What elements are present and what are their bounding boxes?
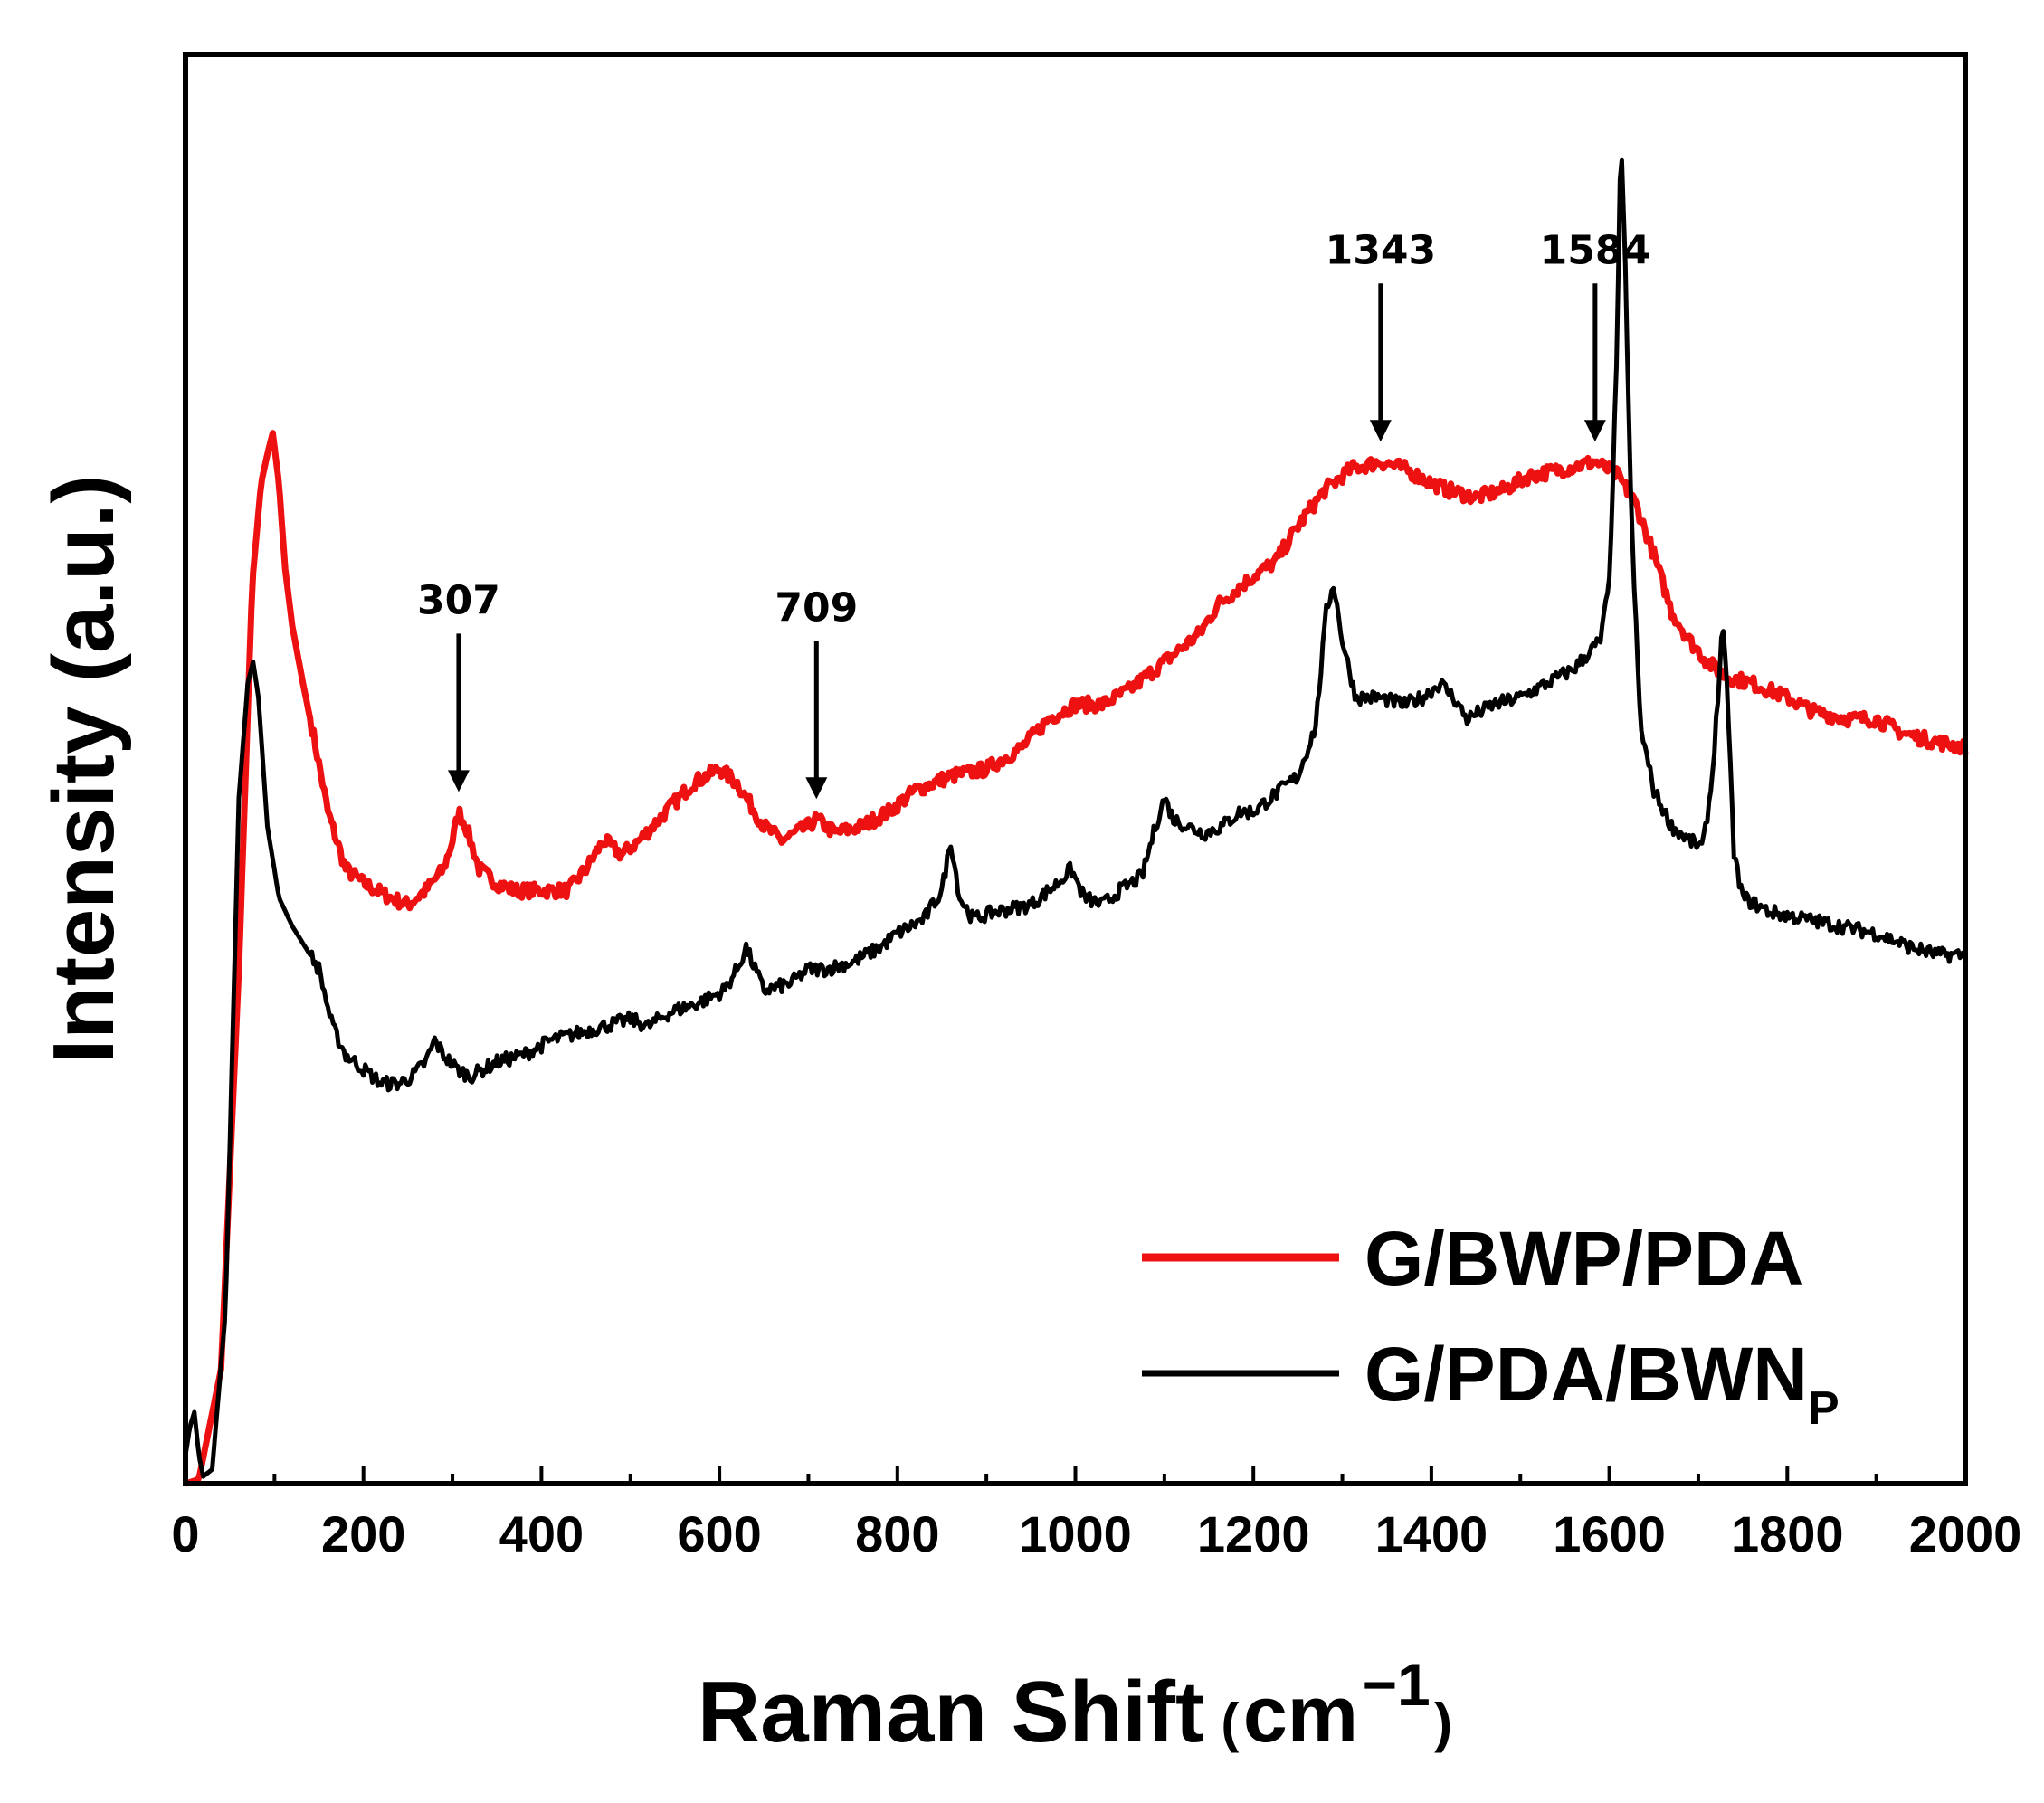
x-axis-unit-open: ( <box>1221 1693 1239 1753</box>
series-line-0 <box>184 430 1969 1487</box>
x-tick-label-400: 400 <box>499 1505 584 1562</box>
x-tick-label-600: 600 <box>677 1505 761 1562</box>
x-tick-label-800: 800 <box>855 1505 939 1562</box>
legend-label-subscript: P <box>1808 1382 1840 1435</box>
annotation-label-1343: 1343 <box>1326 227 1436 273</box>
x-tick-label-1000: 1000 <box>1019 1505 1132 1562</box>
legend: G/BWP/PDA G/PDA/BWNP <box>1142 1216 1840 1435</box>
x-axis-unit-sup: −1 <box>1362 1651 1430 1718</box>
x-tick-label-1200: 1200 <box>1197 1505 1310 1562</box>
peak-annotations: 307 709 1343 1584 <box>417 227 1650 800</box>
annotation-arrow-head-1343 <box>1369 420 1392 442</box>
x-tick-label-0: 0 <box>171 1505 199 1562</box>
annotation-arrow-head-307 <box>447 770 470 792</box>
annotation-label-1584: 1584 <box>1540 227 1650 273</box>
y-axis-title: Intensity (a.u.) <box>35 475 132 1064</box>
legend-label-g-pda-bwnp: G/PDA/BWNP <box>1364 1332 1840 1435</box>
legend-label-g-bwp-pda: G/BWP/PDA <box>1364 1216 1803 1301</box>
annotation-label-709: 709 <box>775 584 858 631</box>
series-line-1 <box>183 157 1968 1479</box>
x-tick-label-1800: 1800 <box>1731 1505 1844 1562</box>
series-layer <box>183 157 1969 1487</box>
x-tick-label-1400: 1400 <box>1375 1505 1488 1562</box>
x-axis-unit-close: ) <box>1434 1693 1452 1753</box>
x-ticks: 0 200 400 600 800 1000 1200 1400 1600 1800 2000 <box>171 1466 2021 1562</box>
x-axis-unit-base: cm <box>1243 1669 1358 1759</box>
x-axis-title-text: Raman Shift <box>698 1664 1204 1760</box>
annotation-arrow-head-709 <box>805 777 828 800</box>
annotation-label-307: 307 <box>417 577 500 623</box>
x-tick-label-2000: 2000 <box>1909 1505 2022 1562</box>
x-axis-title: Raman Shift ( cm −1 ) <box>698 1651 1452 1760</box>
x-tick-label-1600: 1600 <box>1553 1505 1666 1562</box>
x-tick-label-200: 200 <box>321 1505 405 1562</box>
legend-label-main: G/PDA/BWN <box>1364 1332 1808 1417</box>
annotation-arrow-head-1584 <box>1583 420 1606 442</box>
